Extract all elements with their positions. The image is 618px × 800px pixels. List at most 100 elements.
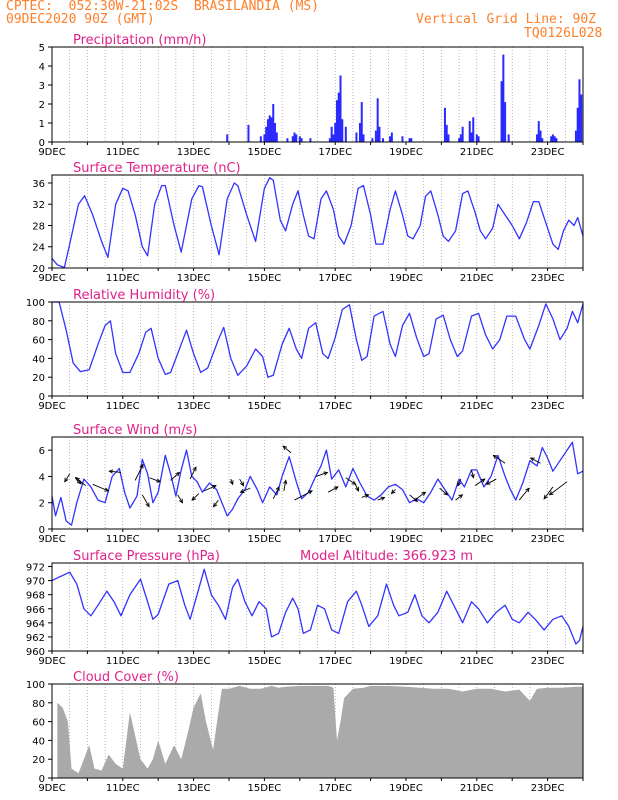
y-tick-label: 6: [39, 446, 45, 457]
wind-arrowhead: [470, 473, 475, 479]
y-tick-label: 0: [39, 138, 45, 149]
y-tick-label: 40: [32, 736, 45, 747]
precip-bar: [376, 98, 379, 142]
x-tick-label: 23DEC: [531, 783, 565, 794]
panel-6: 0 20 40 60 80 100 9DEC 11DEC 13DEC 15DEC 17DEC 19DE…: [26, 670, 584, 794]
wind-arrowhead: [156, 478, 162, 483]
precip-bar: [344, 126, 347, 142]
panel-frame: [51, 46, 584, 143]
precip-bar: [270, 117, 273, 142]
wind-vector: [283, 480, 287, 491]
y-tick-label: 20: [32, 264, 45, 275]
y-tick-label: 970: [26, 577, 45, 588]
x-tick-label: 11DEC: [106, 273, 140, 284]
x-tick-label: 21DEC: [460, 147, 494, 158]
y-tick-label: 1: [39, 119, 45, 130]
x-tick-label: 17DEC: [318, 273, 352, 284]
precip-bar: [468, 121, 471, 142]
wind-arrowhead: [333, 486, 339, 491]
wind-vector: [213, 499, 219, 507]
panel-frame: [51, 562, 584, 652]
panel-title: Surface Temperature (nC): [73, 161, 241, 176]
wind-arrowhead: [283, 479, 288, 485]
y-tick-label: 20: [32, 755, 45, 766]
x-tick-label: 9DEC: [38, 534, 65, 545]
y-tick-label: 0: [39, 525, 45, 536]
wind-arrowhead: [139, 463, 144, 469]
x-tick-label: 17DEC: [318, 656, 352, 667]
wind-vector: [177, 494, 183, 503]
panel-title: Relative Humidity (%): [73, 288, 215, 303]
panel-title: Precipitation (mm/h): [73, 33, 206, 48]
wind-vector: [345, 477, 356, 485]
panel-frame: [51, 683, 584, 779]
precip-bar: [293, 132, 296, 142]
precip-bar: [578, 79, 581, 142]
x-tick-label: 19DEC: [389, 401, 423, 412]
precip-bar: [295, 134, 298, 142]
wind-arrowhead: [104, 487, 110, 492]
precip-bar: [401, 136, 404, 142]
x-tick-label: 21DEC: [460, 783, 494, 794]
precip-bar: [408, 138, 411, 142]
y-tick-label: 960: [26, 647, 45, 658]
wind-arrowhead: [275, 485, 280, 491]
y-tick-label: 28: [32, 221, 45, 232]
precip-bar: [447, 134, 450, 142]
wind-arrowhead: [525, 487, 530, 493]
wind-arrowhead: [364, 494, 370, 499]
wind-vector: [361, 494, 369, 498]
wind-vector: [109, 470, 122, 473]
precip-bar: [259, 136, 262, 142]
wind-arrowhead: [282, 445, 288, 451]
x-tick-label: 9DEC: [38, 273, 65, 284]
wind-vector: [191, 493, 200, 501]
x-tick-label: 17DEC: [318, 534, 352, 545]
x-tick-label: 23DEC: [531, 534, 565, 545]
precip-bar: [461, 126, 464, 142]
panel-2: 20 24 28 32 36 9DEC 11DEC 13DEC 15DEC 17DEC 19DEC 2…: [32, 161, 584, 284]
precip-bar: [360, 102, 363, 142]
x-tick-label: 21DEC: [460, 656, 494, 667]
wind-arrowhead: [178, 498, 184, 504]
precip-bar: [332, 134, 335, 142]
wind-arrowhead: [543, 494, 548, 500]
x-tick-label: 19DEC: [389, 783, 423, 794]
panel-frame: [51, 174, 584, 269]
precip-bar: [535, 134, 538, 142]
wind-vector: [134, 464, 144, 481]
precip-bar: [291, 136, 294, 142]
wind-vector: [272, 486, 280, 499]
panel-title: Cloud Cover (%): [73, 670, 179, 685]
precip-bar: [553, 136, 556, 142]
precip-bar: [445, 124, 448, 142]
header-line2-right: TQ0126L028: [524, 26, 603, 41]
precip-bar: [472, 117, 475, 142]
wind-arrowhead: [480, 478, 486, 483]
x-tick-label: 9DEC: [38, 401, 65, 412]
wind-vector: [240, 487, 251, 493]
y-tick-label: 36: [32, 179, 45, 190]
x-tick-label: 13DEC: [177, 656, 211, 667]
precip-bar: [389, 136, 392, 142]
precip-bar: [459, 134, 462, 142]
x-tick-label: 11DEC: [106, 656, 140, 667]
wind-arrowhead: [548, 491, 554, 496]
wind-vector: [518, 487, 530, 501]
wind-arrowhead: [492, 454, 498, 460]
wind-vector: [149, 477, 161, 483]
x-tick-label: 15DEC: [248, 656, 282, 667]
y-tick-label: 962: [26, 633, 45, 644]
y-tick-label: 3: [39, 81, 45, 92]
precip-bar: [555, 138, 558, 142]
wind-vector: [327, 486, 339, 493]
wind-arrowhead: [211, 485, 217, 489]
model-altitude-label: Model Altitude: 366.923 m: [300, 549, 473, 564]
x-tick-label: 21DEC: [460, 534, 494, 545]
y-tick-label: 5: [39, 43, 45, 54]
precip-bar: [335, 100, 338, 142]
x-tick-label: 9DEC: [38, 147, 65, 158]
y-tick-label: 964: [26, 619, 45, 630]
wind-vector: [204, 485, 217, 492]
